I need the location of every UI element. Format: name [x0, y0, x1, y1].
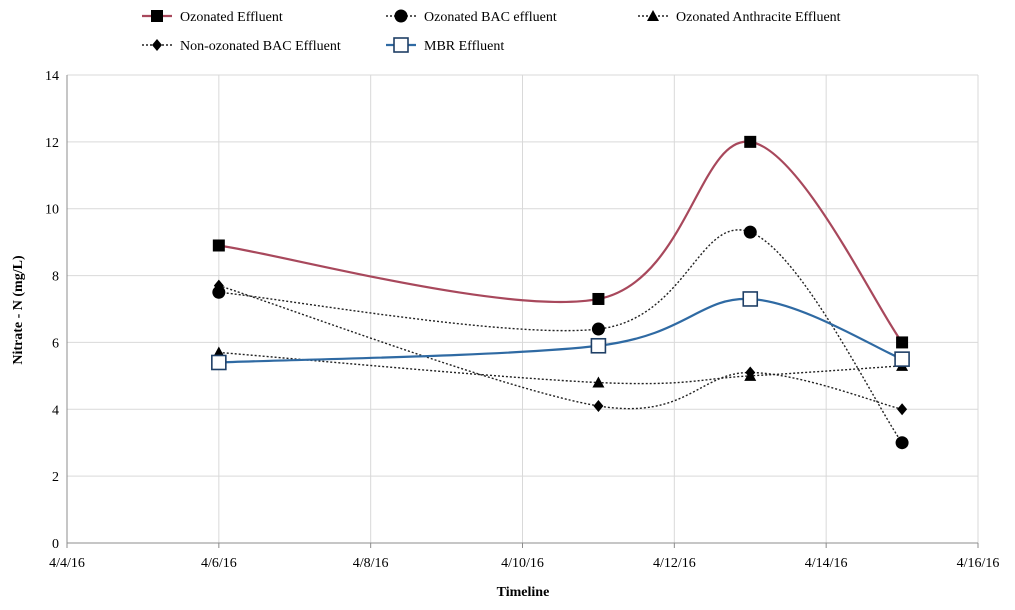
data-point: [213, 279, 224, 292]
x-tick-label: 4/8/16: [353, 556, 389, 571]
data-point: [592, 376, 605, 388]
legend-item: Ozonated Effluent: [142, 10, 283, 25]
series-line: [218, 351, 903, 385]
y-tick-label: 4: [52, 403, 59, 418]
x-tick-label: 4/12/16: [653, 556, 696, 571]
data-point: [744, 135, 757, 148]
legend-label: MBR Effluent: [424, 39, 504, 54]
data-point: [211, 354, 227, 371]
legend-marker: [394, 9, 408, 23]
x-tick-label: 4/16/16: [957, 556, 1000, 571]
legend-label: Ozonated BAC effluent: [424, 10, 557, 25]
legend-item: Ozonated Anthracite Effluent: [638, 10, 841, 25]
x-tick-label: 4/10/16: [501, 556, 544, 571]
data-point: [743, 225, 757, 239]
series-1: [212, 225, 909, 450]
y-tick-label: 10: [45, 203, 59, 218]
legend-item: Non-ozonated BAC Effluent: [142, 39, 341, 54]
legend-marker: [151, 10, 163, 22]
data-point: [895, 436, 909, 450]
data-point: [591, 322, 605, 336]
data-point: [212, 239, 225, 252]
x-tick-label: 4/14/16: [805, 556, 848, 571]
data-point: [593, 399, 604, 412]
legend-marker: [393, 37, 409, 53]
data-point: [742, 291, 759, 307]
y-tick-label: 14: [45, 69, 59, 84]
legend-item: MBR Effluent: [386, 37, 504, 54]
data-point: [897, 403, 908, 416]
legend-item: Ozonated BAC effluent: [386, 9, 557, 25]
series-line: [218, 297, 903, 364]
series-4: [211, 291, 910, 371]
series-line: [218, 229, 903, 444]
y-tick-label: 8: [52, 270, 59, 285]
legend-label: Non-ozonated BAC Effluent: [180, 39, 341, 54]
axes: 0 2 4 6 8 10 12 14 4/4/16 4/6/16 4/8/16 4/10/16 4/12…: [45, 69, 999, 571]
series-line: [218, 140, 903, 344]
data-point: [745, 366, 756, 379]
data-point: [894, 351, 910, 367]
y-tick-label: 0: [52, 537, 59, 552]
series-layer: [211, 135, 910, 450]
series-line: [218, 284, 903, 410]
grid-lines: [67, 74, 979, 543]
legend-label: Ozonated Effluent: [180, 10, 283, 25]
series-2: [212, 346, 909, 388]
x-tick-label: 4/6/16: [201, 556, 237, 571]
y-tick-label: 2: [52, 470, 59, 485]
x-tick-label: 4/4/16: [49, 556, 85, 571]
legend-marker: [152, 39, 162, 51]
data-point: [212, 285, 226, 299]
data-point: [592, 292, 605, 305]
y-tick-label: 6: [52, 336, 59, 351]
series-0: [212, 135, 909, 349]
data-point: [896, 336, 909, 349]
series-3: [213, 279, 908, 416]
legend-label: Ozonated Anthracite Effluent: [676, 10, 841, 25]
y-tick-label: 12: [45, 136, 59, 151]
x-axis-title: Timeline: [497, 585, 550, 600]
data-point: [590, 337, 607, 354]
legend-marker: [647, 10, 659, 21]
legend: Ozonated Effluent Ozonated BAC effluent Oz…: [142, 9, 841, 54]
y-axis-title: Nitrate - N (mg/L): [11, 255, 26, 365]
